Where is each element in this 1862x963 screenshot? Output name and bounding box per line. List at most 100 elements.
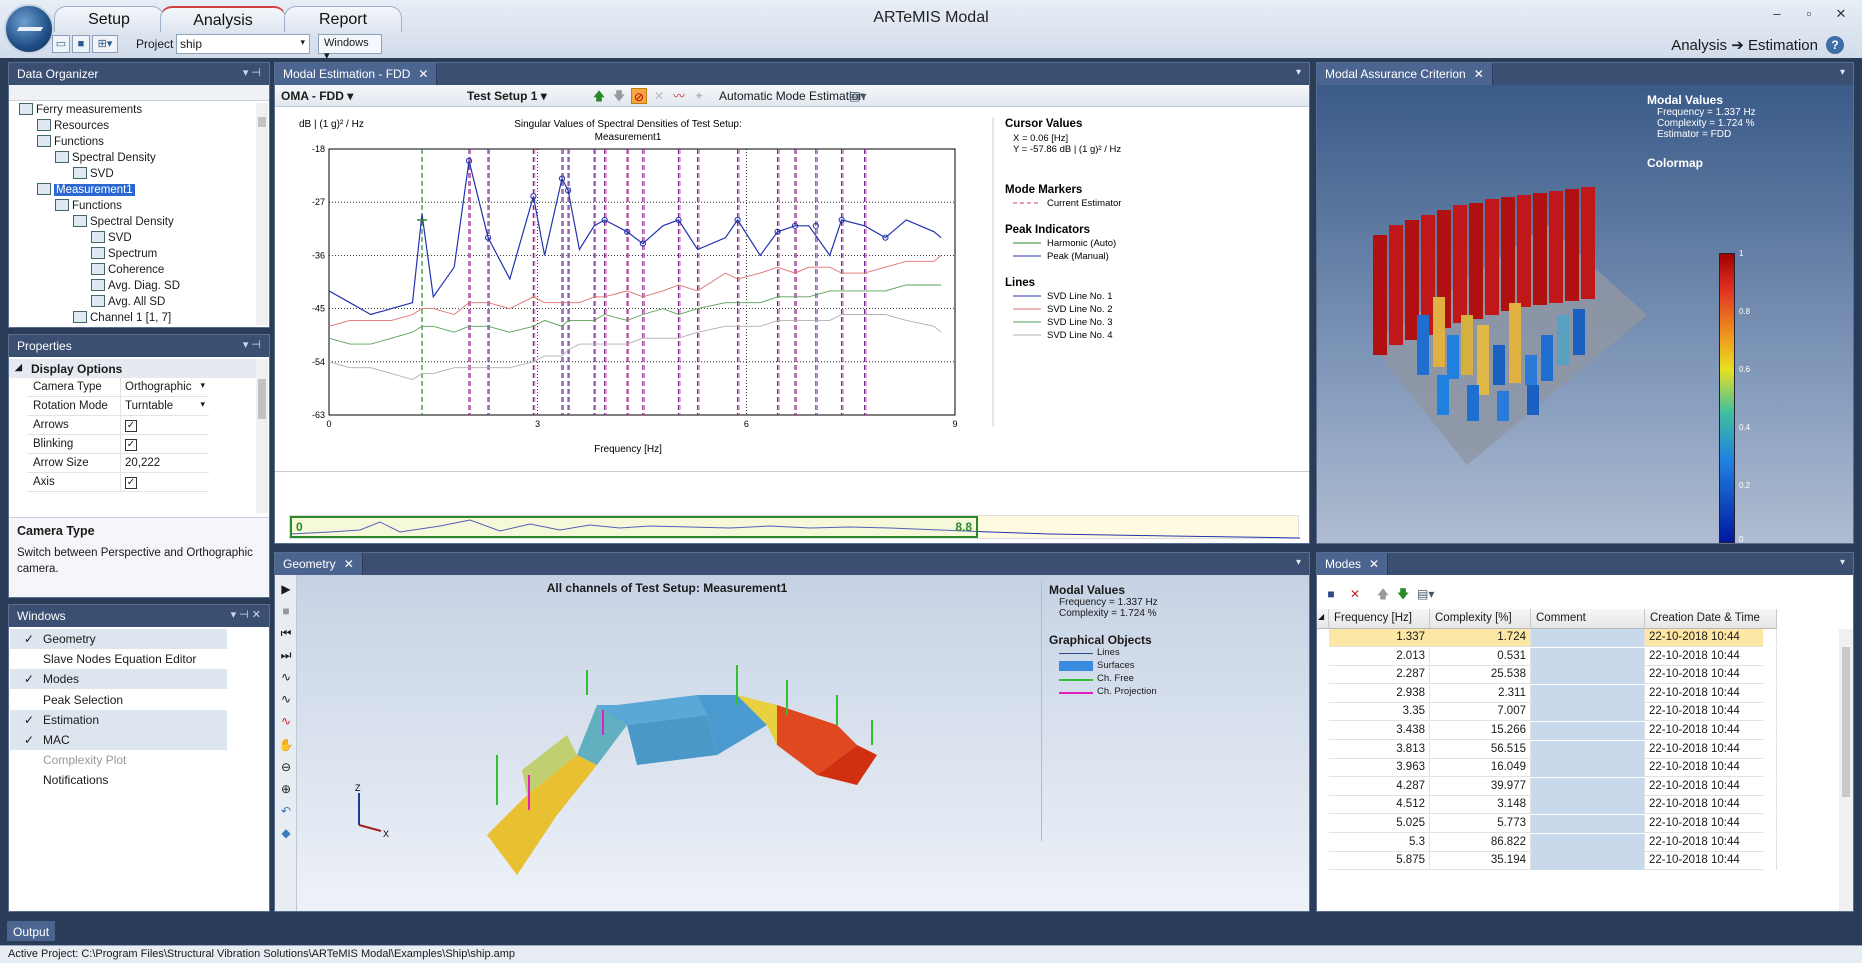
table-row[interactable]: 3.963 16.049 22-10-2018 10:44 xyxy=(1329,759,1777,778)
sine-icon[interactable]: ∿ xyxy=(280,670,292,684)
peak-marker[interactable] xyxy=(639,240,646,247)
chevron-down-icon[interactable]: ▾ xyxy=(1839,557,1845,568)
header-comment[interactable]: Comment xyxy=(1531,609,1645,629)
modes-scrollbar[interactable] xyxy=(1839,629,1853,911)
tree-item[interactable]: Functions xyxy=(37,135,104,150)
table-row[interactable]: 5.875 35.194 22-10-2018 10:44 xyxy=(1329,852,1777,871)
window-toggle-item[interactable]: Notifications xyxy=(10,770,227,790)
close-icon[interactable]: ✕ xyxy=(1369,557,1380,571)
property-value[interactable]: Orthographic ▾ xyxy=(120,378,209,397)
arrow-up-icon[interactable]: 🡅 xyxy=(1376,587,1390,601)
peak-marker[interactable] xyxy=(624,228,631,235)
stop-icon[interactable]: ■ xyxy=(282,604,290,618)
cell-comment[interactable] xyxy=(1531,833,1645,852)
automatic-mode-estimation-button[interactable]: Automatic Mode Estimation xyxy=(719,89,866,103)
hand-pan-icon[interactable]: ✋ xyxy=(278,738,294,752)
tree-item[interactable]: SVD xyxy=(73,167,114,182)
zoom-out-icon[interactable]: ⊖ xyxy=(280,760,292,774)
save-icon[interactable]: ■ xyxy=(72,35,90,53)
tab-mac[interactable]: Modal Assurance Criterion ✕ xyxy=(1317,63,1493,85)
delete-icon[interactable]: ✕ xyxy=(1349,587,1361,601)
peak-marker[interactable] xyxy=(530,193,537,200)
cell-comment[interactable] xyxy=(1531,703,1645,722)
window-toggle-item[interactable]: Slave Nodes Equation Editor xyxy=(10,649,227,669)
tab-modes[interactable]: Modes ✕ xyxy=(1317,553,1389,575)
maximize-button[interactable]: ▫ xyxy=(1806,6,1812,21)
pin-icon[interactable]: ▾ ⊣ xyxy=(242,67,261,79)
pin-icon[interactable]: ▾ ⊣ ✕ xyxy=(230,609,261,621)
pin-tool-icon[interactable]: ✦ xyxy=(693,89,705,103)
cell-comment[interactable] xyxy=(1531,796,1645,815)
display-options-section[interactable]: ◢ Display Options xyxy=(9,359,259,378)
table-row[interactable]: 3.35 7.007 22-10-2018 10:44 xyxy=(1329,703,1777,722)
peak-marker[interactable] xyxy=(558,175,566,182)
zoom-in-icon[interactable]: ⊕ xyxy=(280,782,292,796)
arrow-down-icon[interactable]: 🡇 xyxy=(612,89,626,103)
tree-item[interactable]: Spectral Density xyxy=(55,151,156,166)
previous-icon[interactable]: ⏮ xyxy=(280,626,292,640)
peak-marker[interactable] xyxy=(812,222,819,229)
header-frequency[interactable]: Frequency [Hz] xyxy=(1329,609,1430,629)
cell-comment[interactable] xyxy=(1531,666,1645,685)
peak-marker[interactable] xyxy=(565,187,572,194)
table-row[interactable]: 2.938 2.311 22-10-2018 10:44 xyxy=(1329,684,1777,703)
property-value[interactable]: ✓ xyxy=(120,435,209,454)
table-row[interactable]: 3.813 56.515 22-10-2018 10:44 xyxy=(1329,740,1777,759)
arrow-down-icon[interactable]: 🡇 xyxy=(1396,587,1410,601)
open-folder-icon[interactable]: ▭ xyxy=(52,35,70,53)
table-row[interactable]: 5.3 86.822 22-10-2018 10:44 xyxy=(1329,833,1777,852)
layout-icon[interactable]: ⊞▾ xyxy=(92,35,118,53)
help-icon[interactable]: ? xyxy=(1826,36,1844,54)
cell-comment[interactable] xyxy=(1531,777,1645,796)
cell-comment[interactable] xyxy=(1531,684,1645,703)
method-dropdown[interactable]: OMA - FDD ▾ xyxy=(281,89,354,103)
chevron-down-icon[interactable]: ▾ xyxy=(1295,557,1301,568)
project-select[interactable]: ship ▾ xyxy=(176,34,310,54)
geometry-3d-view[interactable]: All channels of Test Setup: Measurement1 xyxy=(297,575,1309,911)
tree-item[interactable]: SVD xyxy=(91,231,132,246)
window-toggle-item[interactable]: Peak Selection xyxy=(10,690,227,710)
property-row[interactable]: Blinking ✓ xyxy=(27,435,209,454)
save-icon[interactable]: ■ xyxy=(1327,587,1335,601)
header-complexity[interactable]: Complexity [%] xyxy=(1430,609,1531,629)
table-row[interactable]: 3.438 15.266 22-10-2018 10:44 xyxy=(1329,722,1777,740)
peak-marker[interactable] xyxy=(484,234,492,241)
window-toggle-item[interactable]: ✓ Geometry xyxy=(10,629,227,649)
sine-real-icon[interactable]: ∿ xyxy=(280,692,292,706)
export-icon[interactable]: ▤▾ xyxy=(1417,587,1435,601)
delete-icon[interactable]: ✕ xyxy=(653,89,665,103)
close-icon[interactable]: ✕ xyxy=(343,557,354,571)
range-selector[interactable]: 0 8.8 xyxy=(290,516,978,538)
peak-marker[interactable] xyxy=(838,216,845,224)
cell-comment[interactable] xyxy=(1531,759,1645,778)
cell-comment[interactable] xyxy=(1531,722,1645,740)
property-row[interactable]: Camera Type Orthographic ▾ xyxy=(27,378,209,397)
properties-scrollbar[interactable] xyxy=(256,359,268,513)
close-window-button[interactable]: ✕ xyxy=(1835,6,1847,21)
svd-chart[interactable]: dB | (1 g)² / Hz Singular Values of Spec… xyxy=(275,107,1309,463)
peak-marker[interactable] xyxy=(882,234,889,241)
peak-marker[interactable] xyxy=(774,228,781,235)
peak-marker[interactable] xyxy=(465,157,473,164)
property-row[interactable]: Arrow Size 20,222 xyxy=(27,454,209,473)
table-row[interactable]: 1.337 1.724 22-10-2018 10:44 xyxy=(1329,629,1777,647)
tree-item[interactable]: Spectral Density xyxy=(73,215,174,230)
property-row[interactable]: Arrows ✓ xyxy=(27,416,209,435)
tree-scrollbar[interactable] xyxy=(256,103,268,325)
output-tab[interactable]: Output xyxy=(6,920,56,942)
data-organizer-search[interactable] xyxy=(9,85,269,101)
peak-marker[interactable] xyxy=(601,216,608,224)
close-icon[interactable]: ✕ xyxy=(1473,67,1484,81)
chevron-down-icon[interactable]: ▾ xyxy=(1839,67,1845,78)
tree-item[interactable]: Measurement1 xyxy=(37,183,135,198)
ribbon-tab-report[interactable]: Report xyxy=(284,6,402,32)
app-logo-button[interactable] xyxy=(4,4,54,54)
peak-pick-icon[interactable]: ⊘ xyxy=(631,88,647,104)
play-icon[interactable]: ▶ xyxy=(281,582,291,596)
cell-comment[interactable] xyxy=(1531,815,1645,833)
windows-menu-button[interactable]: Windows ▾ xyxy=(318,34,382,62)
property-row[interactable]: Rotation Mode Turntable ▾ xyxy=(27,397,209,416)
property-value[interactable]: Turntable ▾ xyxy=(120,397,209,416)
minimize-button[interactable]: – xyxy=(1773,6,1781,21)
cell-comment[interactable] xyxy=(1531,629,1645,647)
